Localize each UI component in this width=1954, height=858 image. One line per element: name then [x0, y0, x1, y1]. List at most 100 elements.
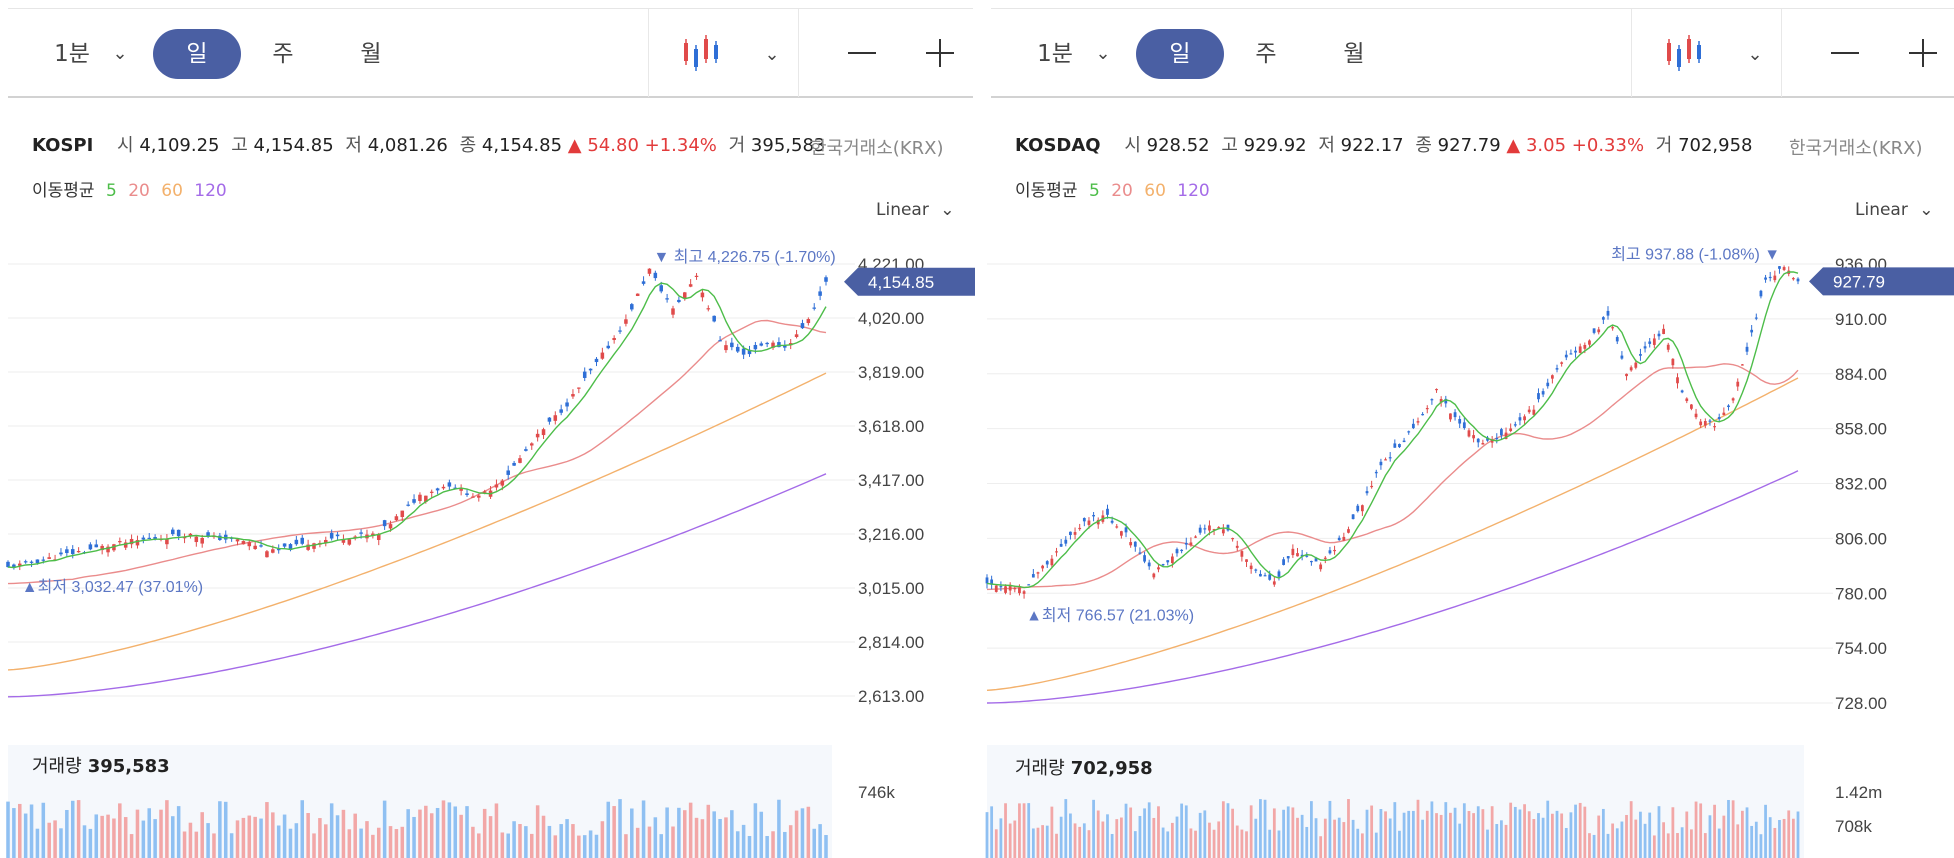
volume-bar [1050, 806, 1054, 858]
volume-bar [1351, 819, 1355, 858]
volume-bar [429, 813, 434, 858]
candle [1370, 485, 1374, 488]
candle [412, 499, 416, 503]
chevron-down-icon[interactable]: ⌄ [1747, 44, 1763, 65]
candle [324, 539, 328, 543]
interval-month-button[interactable]: 월 [360, 41, 382, 67]
chevron-down-icon[interactable]: ⌄ [112, 43, 128, 64]
volume-bar [1745, 807, 1749, 858]
candle [418, 494, 422, 501]
candle [1221, 529, 1225, 534]
volume-bar [324, 824, 328, 858]
volume-bar [218, 801, 222, 858]
ma60-label: 60 [1144, 181, 1166, 201]
volume-bar [990, 806, 994, 858]
kospi-chart[interactable]: 4,221.004,020.003,819.003,618.003,417.00… [0, 0, 975, 858]
interval-week-button[interactable]: 주 [1255, 41, 1277, 67]
volume-bar [1634, 819, 1638, 858]
interval-minute[interactable]: 1분 [54, 41, 90, 67]
volume-bar [535, 805, 540, 858]
ma60-line [7, 372, 827, 671]
volume-bar [1435, 813, 1438, 858]
y-tick-label: 2,814.00 [858, 633, 924, 652]
volume-bar [159, 809, 163, 858]
candle [435, 488, 440, 491]
volume-bar [1291, 807, 1295, 858]
volume-bar [999, 818, 1003, 858]
volume-bar [724, 817, 728, 858]
volume-bar [1277, 830, 1281, 858]
candle [1365, 491, 1369, 494]
volume-bar [53, 820, 57, 858]
interval-minute[interactable]: 1분 [1037, 41, 1073, 67]
candle [1588, 340, 1591, 345]
volume-bar [1615, 828, 1619, 858]
candle [200, 538, 204, 544]
interval-day-button[interactable]: 일 [153, 29, 241, 79]
chevron-down-icon[interactable]: ⌄ [764, 44, 780, 65]
volume-bar [294, 823, 299, 858]
candle [265, 551, 269, 558]
candle [1449, 413, 1452, 420]
candle [765, 342, 769, 345]
volume-bar [1384, 811, 1387, 858]
kosdaq-panel: 1분 ⌄ 일 주 월 ⌄ KOSDAQ 시 928.52 고 929.92 저 … [983, 0, 1954, 858]
candle [388, 524, 393, 529]
ma120-label: 120 [194, 181, 227, 201]
candlestick-icon[interactable] [1663, 33, 1707, 77]
interval-week-button[interactable]: 주 [272, 41, 294, 67]
candlestick-icon[interactable] [680, 33, 724, 77]
chart-toolbar: 1분 ⌄ 일 주 월 ⌄ [8, 8, 973, 98]
candle [1652, 338, 1656, 345]
open-label: 시 [1124, 135, 1141, 156]
volume-bar [1768, 817, 1772, 858]
candle [994, 585, 998, 592]
scale-selector[interactable]: Linear ⌄ [1855, 200, 1934, 220]
volume-bar [1374, 832, 1378, 858]
candle [376, 533, 381, 540]
volume-bar [229, 833, 234, 858]
volume-bar [200, 812, 204, 858]
volume-bar [671, 826, 675, 858]
candle [641, 281, 646, 284]
volume-bar [800, 808, 805, 858]
volume-bar [18, 803, 22, 858]
chevron-down-icon[interactable]: ⌄ [1095, 43, 1111, 64]
volume-bar [1421, 819, 1425, 858]
volume-bar [1643, 823, 1647, 858]
zoom-out-icon[interactable] [840, 31, 884, 75]
zoom-out-icon[interactable] [1823, 31, 1867, 75]
candle [559, 409, 563, 413]
volume-bar [1337, 817, 1341, 858]
candle [1064, 539, 1068, 544]
candle [35, 559, 40, 564]
candle [1768, 276, 1772, 279]
interval-day-button[interactable]: 일 [1136, 29, 1224, 79]
kosdaq-chart[interactable]: 936.00910.00884.00858.00832.00806.00780.… [983, 0, 1954, 858]
volume-bar [1249, 805, 1253, 858]
change-percent: +0.33% [1571, 135, 1645, 156]
volume-bar [1203, 810, 1207, 858]
volume-bar [1578, 802, 1582, 858]
interval-month-button[interactable]: 월 [1343, 41, 1365, 67]
volume-bar [153, 819, 157, 858]
zoom-in-icon[interactable] [918, 31, 962, 75]
scale-selector[interactable]: Linear ⌄ [876, 200, 955, 220]
candle [1245, 559, 1248, 562]
candle [1402, 440, 1406, 443]
volume-bar [1453, 807, 1457, 858]
volume-bar [288, 828, 293, 858]
candle [482, 491, 487, 493]
chevron-down-icon: ⌄ [1919, 200, 1934, 220]
volume-bar [1750, 825, 1754, 858]
candle [600, 352, 605, 359]
candle [1027, 584, 1031, 586]
zoom-in-icon[interactable] [1901, 31, 1945, 75]
volume-bar [618, 799, 622, 858]
volume-bar [100, 815, 104, 858]
candle [553, 415, 558, 421]
volume-bar [506, 833, 510, 858]
volume-bar [106, 814, 110, 858]
volume-bar [1217, 821, 1221, 858]
volume-bar [1402, 812, 1406, 858]
